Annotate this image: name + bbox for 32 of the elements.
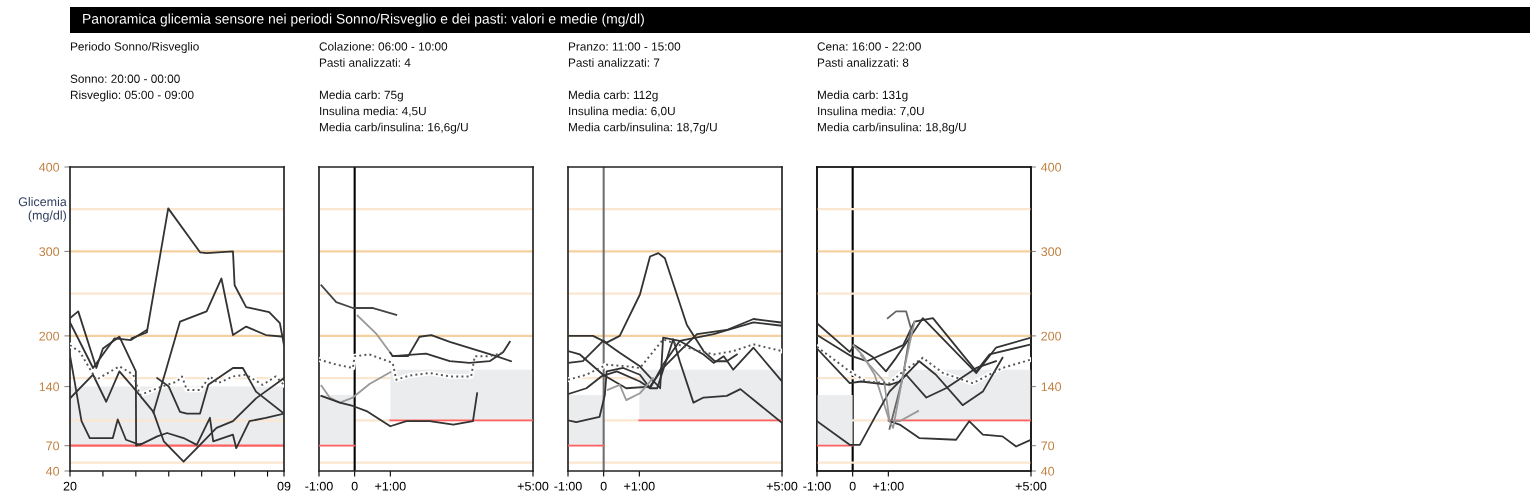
x-tick-label: +5:00 — [517, 481, 549, 491]
y2-tick-label: 70 — [1041, 441, 1055, 451]
text: Panoramica glicemia sensore nei periodi Sonno/Risveglio e dei pasti: valori e medie (mg/dl) — [83, 13, 644, 27]
y2-tick-label: 300 — [1041, 247, 1062, 257]
y2-tick-label: 400 — [1041, 162, 1062, 172]
text: Periodo Sonno/Risveglio Sonno: 20:00 - 00:00 Risveglio: 05:00 - 09:00 — [70, 42, 199, 102]
x-tick-label: 20 — [63, 481, 77, 491]
y-tick-label: 200 — [39, 331, 60, 341]
x-tick-label: -1:00 — [554, 481, 582, 491]
y2-tick-label: 140 — [1041, 382, 1062, 392]
x-tick-label: 0 — [600, 481, 607, 491]
x-tick-label: 09 — [277, 481, 291, 491]
y-tick-label: 40 — [45, 466, 60, 476]
x-tick-label: 0 — [849, 481, 856, 491]
x-tick-label: +5:00 — [1015, 481, 1047, 491]
x-tick-label: -1:00 — [305, 481, 333, 491]
text: Pranzo: 11:00 - 15:00 Pasti analizzati: 7 Media carb: 112g Insulina media: 6,0U Media carb/insulina: 18,7g/U — [568, 42, 717, 134]
text: Colazione: 06:00 - 10:00 Pasti analizzati: 4 Media carb: 75g Insulina media: 4,5U Media carb/insulina: 16,6g/U — [319, 42, 468, 134]
x-tick-label: +1:00 — [624, 481, 655, 491]
y-tick-label: 300 — [39, 247, 60, 257]
x-tick-label: -1:00 — [803, 481, 831, 491]
x-tick-label: +5:00 — [766, 481, 798, 491]
y-tick-label: 140 — [39, 382, 60, 392]
y-tick-label: 400 — [39, 162, 60, 172]
y-axis-title: Glicemia (mg/dl) — [18, 197, 67, 223]
y2-tick-label: 40 — [1041, 466, 1055, 476]
y-tick-label: 70 — [46, 441, 60, 451]
x-tick-label: +1:00 — [873, 481, 904, 491]
x-tick-label: +1:00 — [375, 481, 406, 491]
y2-tick-label: 200 — [1041, 331, 1062, 341]
x-tick-label: 0 — [351, 481, 358, 491]
text: Cena: 16:00 - 22:00 Pasti analizzati: 8 Media carb: 131g Insulina media: 7,0U Media carb/insulina: 18,8g/U — [817, 42, 966, 134]
